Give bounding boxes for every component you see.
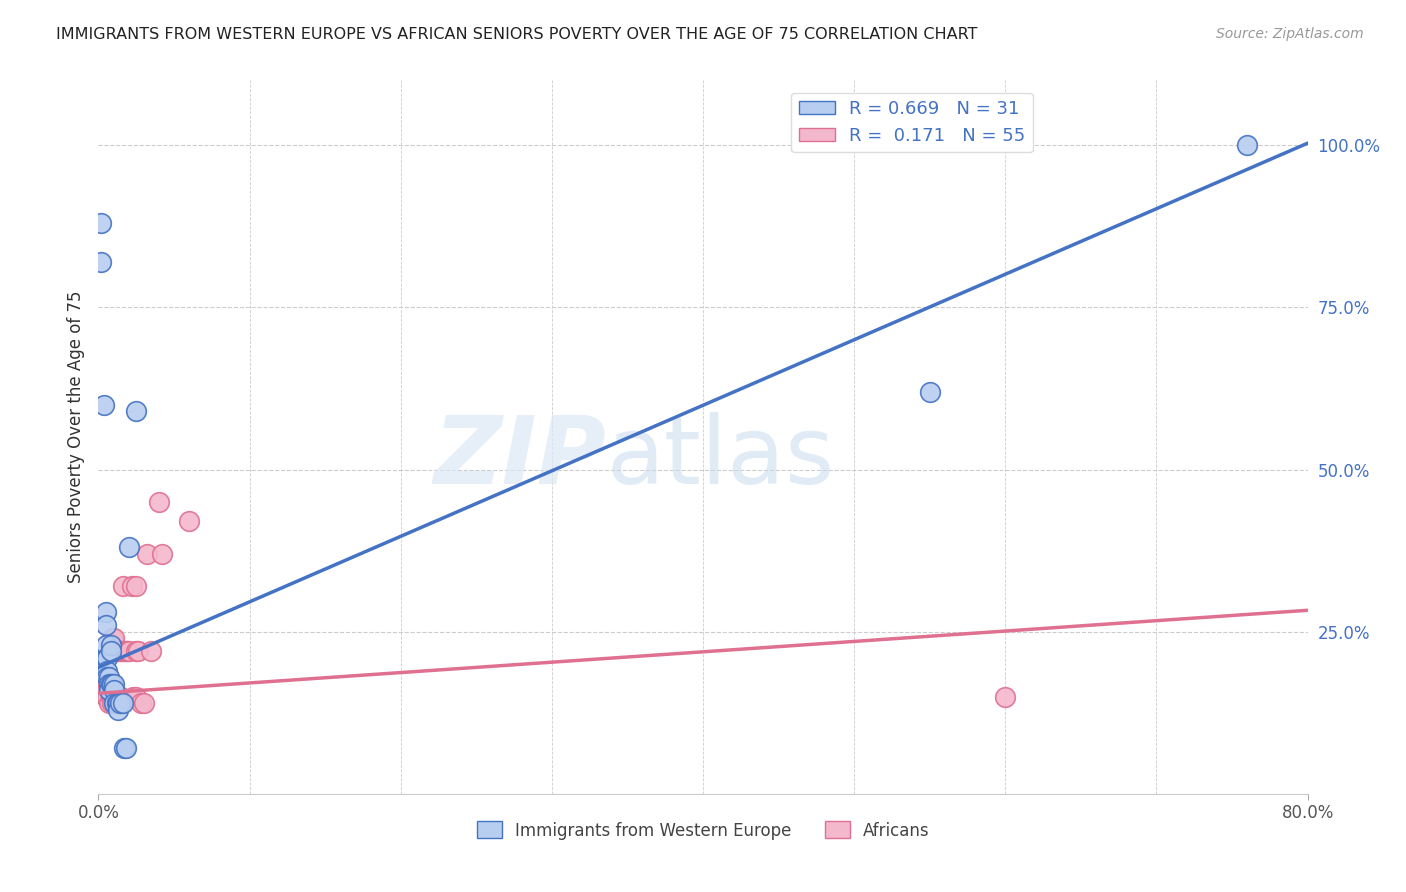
Point	[125, 404, 148, 418]
Text: atlas: atlas	[606, 412, 835, 505]
Point	[110, 690, 132, 704]
Point	[96, 650, 118, 665]
Point	[101, 631, 124, 645]
Point	[94, 650, 117, 665]
Point	[96, 670, 118, 684]
Point	[103, 631, 125, 645]
Point	[98, 676, 121, 690]
Point	[114, 741, 136, 756]
Point	[111, 696, 134, 710]
Point	[1236, 138, 1258, 153]
Text: ZIP: ZIP	[433, 412, 606, 505]
Point	[114, 644, 136, 658]
Point	[101, 676, 124, 690]
Point	[141, 644, 163, 658]
Point	[110, 696, 132, 710]
Point	[127, 644, 149, 658]
Point	[91, 676, 114, 690]
Point	[104, 696, 127, 710]
Point	[100, 638, 122, 652]
Point	[94, 690, 117, 704]
Point	[101, 690, 124, 704]
Point	[90, 216, 112, 230]
Point	[110, 644, 132, 658]
Point	[994, 690, 1017, 704]
Point	[94, 676, 117, 690]
Point	[96, 664, 118, 678]
Point	[105, 644, 128, 658]
Point	[125, 579, 148, 593]
Point	[93, 683, 115, 698]
Point	[108, 644, 131, 658]
Point	[121, 579, 143, 593]
Point	[91, 683, 114, 698]
Point	[135, 547, 157, 561]
Point	[118, 644, 141, 658]
Point	[101, 644, 124, 658]
Point	[108, 690, 131, 704]
Point	[89, 676, 111, 690]
Point	[100, 676, 122, 690]
Text: Source: ZipAtlas.com: Source: ZipAtlas.com	[1216, 27, 1364, 41]
Point	[103, 696, 125, 710]
Point	[107, 644, 129, 658]
Point	[94, 605, 117, 619]
Y-axis label: Seniors Poverty Over the Age of 75: Seniors Poverty Over the Age of 75	[66, 291, 84, 583]
Text: IMMIGRANTS FROM WESTERN EUROPE VS AFRICAN SENIORS POVERTY OVER THE AGE OF 75 COR: IMMIGRANTS FROM WESTERN EUROPE VS AFRICA…	[56, 27, 977, 42]
Point	[96, 683, 118, 698]
Point	[103, 644, 125, 658]
Point	[105, 696, 128, 710]
Point	[104, 644, 127, 658]
Point	[94, 683, 117, 698]
Point	[93, 676, 115, 690]
Point	[112, 644, 135, 658]
Point	[118, 541, 141, 555]
Point	[100, 690, 122, 704]
Point	[98, 696, 121, 710]
Point	[101, 696, 124, 710]
Point	[98, 683, 121, 698]
Point	[125, 644, 148, 658]
Point	[94, 618, 117, 632]
Point	[98, 683, 121, 698]
Point	[100, 644, 122, 658]
Point	[129, 696, 152, 710]
Point	[96, 690, 118, 704]
Point	[115, 644, 138, 658]
Point	[148, 495, 170, 509]
Point	[125, 690, 148, 704]
Point	[112, 741, 135, 756]
Point	[103, 690, 125, 704]
Point	[94, 638, 117, 652]
Point	[98, 676, 121, 690]
Point	[98, 670, 121, 684]
Point	[103, 683, 125, 698]
Legend: Immigrants from Western Europe, Africans: Immigrants from Western Europe, Africans	[470, 814, 936, 847]
Point	[90, 255, 112, 269]
Point	[150, 547, 173, 561]
Point	[96, 676, 118, 690]
Point	[111, 579, 134, 593]
Point	[93, 398, 115, 412]
Point	[132, 696, 155, 710]
Point	[107, 690, 129, 704]
Point	[103, 676, 125, 690]
Point	[105, 690, 128, 704]
Point	[104, 690, 127, 704]
Point	[100, 676, 122, 690]
Point	[179, 515, 201, 529]
Point	[107, 702, 129, 716]
Point	[122, 690, 145, 704]
Point	[108, 696, 131, 710]
Point	[918, 384, 941, 399]
Point	[107, 696, 129, 710]
Point	[90, 676, 112, 690]
